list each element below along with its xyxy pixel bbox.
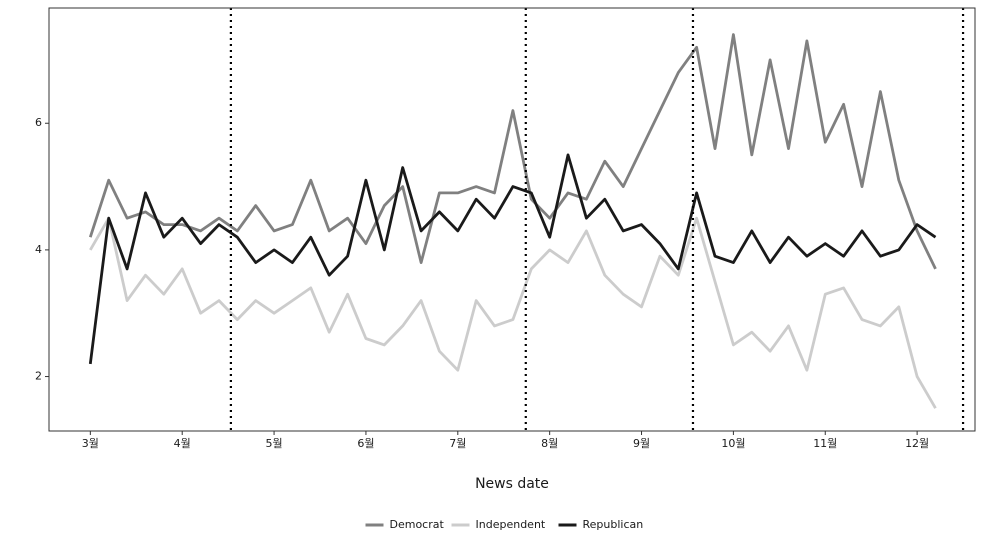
legend-label: Democrat xyxy=(390,518,445,531)
x-tick-label: 9월 xyxy=(633,437,650,450)
series-line xyxy=(88,33,937,270)
x-tick-label: 3월 xyxy=(82,437,99,450)
x-tick-label: 4월 xyxy=(174,437,191,450)
legend-item: Republican xyxy=(558,518,644,531)
legend-label: Independent xyxy=(476,518,546,531)
y-tick-label: 4 xyxy=(35,243,42,256)
series-line xyxy=(88,153,937,365)
legend-item: Independent xyxy=(451,518,546,531)
y-tick-label: 6 xyxy=(35,116,42,129)
x-tick-label: 11월 xyxy=(813,437,837,450)
legend-item: Democrat xyxy=(365,518,445,531)
x-tick-label: 8월 xyxy=(541,437,558,450)
x-tick-label: 10월 xyxy=(721,437,745,450)
panel-border xyxy=(48,7,976,432)
x-tick-label: 6월 xyxy=(357,437,374,450)
x-tick-label: 7월 xyxy=(449,437,466,450)
series-line xyxy=(89,216,937,409)
x-tick-label: 12월 xyxy=(905,437,929,450)
legend-label: Republican xyxy=(583,518,644,531)
x-tick-label: 5월 xyxy=(266,437,283,450)
y-tick-label: 2 xyxy=(35,370,42,383)
x-axis-title: News date xyxy=(475,476,549,492)
